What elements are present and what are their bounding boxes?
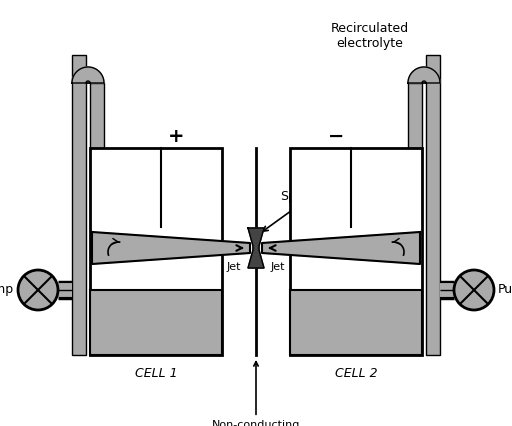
Polygon shape [262,232,420,264]
Text: Pump: Pump [498,283,512,296]
Text: Jet: Jet [271,262,285,272]
Polygon shape [92,232,250,264]
Bar [408,83,422,148]
Text: −: − [328,127,344,146]
Text: Jet: Jet [227,262,241,272]
Text: Electrolyte: Electrolyte [323,316,390,328]
Text: → Nozzle: → Nozzle [138,239,188,249]
Bar [426,55,440,355]
Bar [290,290,422,355]
Text: CELL 1: CELL 1 [135,367,177,380]
Text: Non-conducting
separating wall
electrolyte: Non-conducting separating wall electroly… [212,362,300,426]
Bar [290,148,422,355]
Text: Recirculated
electrolyte: Recirculated electrolyte [331,22,409,50]
Text: Pump: Pump [0,283,14,296]
Bar [90,83,104,148]
Bar [72,55,86,355]
Polygon shape [72,67,104,83]
Circle shape [454,270,494,310]
Text: Specimen: Specimen [263,190,342,231]
Bar [90,290,222,355]
Polygon shape [248,228,264,268]
Text: CELL 2: CELL 2 [335,367,377,380]
Bar [90,148,222,355]
Circle shape [18,270,58,310]
Text: +: + [168,127,184,146]
Text: Electrolyte: Electrolyte [122,316,189,328]
Polygon shape [408,67,440,83]
Text: Nozzle ←: Nozzle ← [324,239,374,249]
